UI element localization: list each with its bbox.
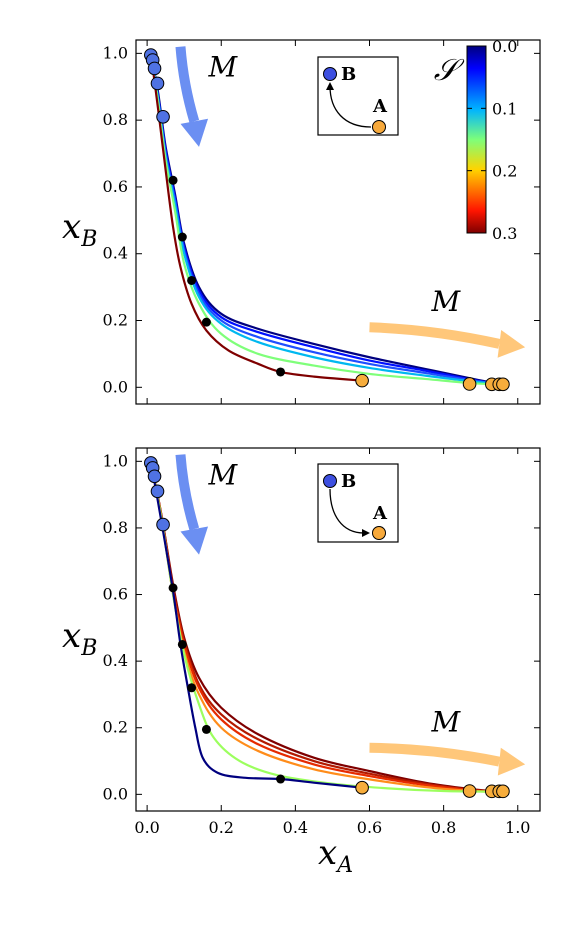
top-ytick-label-5: 1.0 [103,43,128,62]
bottom-xtick-label-5: 1.0 [505,818,530,837]
bottom-orange-marker-1 [462,784,477,798]
top-inset-b-dot [323,67,337,81]
top-blue-marker-2 [147,61,162,76]
bottom-xtick-label-3: 0.6 [357,818,382,837]
bottom-xtick-label-0: 0.0 [134,818,159,837]
bottom-arrow-label-0: M [207,459,238,492]
bottom-arrow-body-1 [369,742,501,767]
bottom-inset-target-label: A [372,503,388,524]
top-ytick-label-2: 0.4 [103,244,128,263]
top-ylabel: xB [62,207,97,252]
bottom-xlabel: xA [318,833,353,878]
top-ytick-label-0: 0.0 [103,377,128,396]
bottom-xtick-label-4: 0.8 [431,818,456,837]
bottom-xtick-label-2: 0.4 [283,818,308,837]
bottom-ytick-label-3: 0.6 [103,585,128,604]
bottom-marker-layer [144,456,510,799]
top-arrow-label-1: M [431,285,462,318]
colorbar-gradient [466,45,487,234]
colorbar-tick-label-0: 0.0 [492,37,517,56]
top-arrow-layer: MM [175,46,526,358]
top-orange-marker-0 [355,373,369,388]
top-series-layer [149,53,500,386]
top-black-marker-1 [177,232,187,242]
bottom-black-marker-3 [201,724,211,734]
bottom-inset-b-dot [323,474,337,488]
top-inset-arrowhead [326,82,334,90]
top-black-marker-4 [276,367,286,377]
bottom-black-marker-1 [177,639,187,649]
bottom-arrow-label-1: M [431,706,462,739]
bottom-ytick-label-4: 0.8 [103,518,128,537]
top-orange-marker-4 [496,377,510,392]
top-ytick-label-3: 0.6 [103,177,128,196]
top-black-marker-3 [201,317,211,327]
bottom-black-marker-4 [276,774,286,784]
top-inset-target-label: B [341,64,356,85]
bottom-panel: MM 0.0 0.2 0.4 0.6 0.8 1.00.00.20.40.60.81.0 … [62,447,541,878]
top-inset-arrow [329,85,372,128]
top-inset-a-dot [372,120,386,134]
top-axes-frame [135,39,541,405]
top-marker-layer [144,48,510,392]
bottom-ytick-label-1: 0.2 [103,718,128,737]
bottom-ytick-label-5: 1.0 [103,451,128,470]
top-arrow-head-1 [497,330,526,358]
bottom-blue-marker-3 [150,484,165,499]
colorbar-tick-label-2: 0.2 [492,162,517,181]
bottom-black-marker-0 [168,583,178,593]
top-tick-layer: 0.0 0.2 0.4 0.6 0.8 1.0 [103,40,540,404]
bottom-arrow-layer: MM [175,454,526,776]
bottom-orange-marker-0 [355,780,369,795]
colorbar-title: 𝒮 [434,53,465,88]
bottom-inset-a-dot [372,526,386,540]
colorbar: 𝒮 0.0 0.1 0.2 0.3 [434,37,518,243]
top-inset: B A [317,56,399,136]
bottom-ylabel: xB [62,616,97,661]
top-black-marker-2 [187,275,197,285]
top-blue-marker-3 [150,76,165,91]
bottom-inset-arrowhead [362,529,370,537]
top-orange-marker-1 [462,377,477,391]
bottom-series-layer [149,461,500,793]
top-arrow-body-0 [175,46,200,123]
top-ytick-label-4: 0.8 [103,110,128,129]
colorbar-tick-label-1: 0.1 [492,99,517,118]
top-panel: MM 0.00.20.40.60.81.0 xB B A 𝒮 0.00.10.2… [62,37,541,405]
bottom-orange-marker-4 [496,784,510,799]
top-ytick-label-1: 0.2 [103,311,128,330]
colorbar-tick-label-3: 0.3 [492,224,517,243]
top-arrow-body-1 [369,322,501,349]
bottom-arrow-head-0 [180,526,209,555]
top-arrow-head-0 [180,118,209,147]
colorbar-ticks: 0.0 0.1 0.2 0.3 [467,37,517,243]
bottom-black-marker-2 [187,683,197,693]
top-series-line-4 [149,53,500,386]
bottom-blue-marker-4 [156,517,170,532]
bottom-xtick-label-1: 0.2 [209,818,234,837]
bottom-inset: B A [317,463,399,543]
bottom-tick-layer: 0.0 0.2 0.4 0.6 0.8 1.0 0.0 0.2 0.4 0.6 0.8 1.0 [103,448,540,837]
bottom-ytick-label-0: 0.0 [103,784,128,803]
bottom-axes-frame [135,447,541,812]
bottom-inset-source-label: B [341,471,356,492]
top-arrow-label-0: M [207,51,238,84]
bottom-arrow-head-1 [497,747,526,776]
top-inset-source-label: A [372,96,388,117]
bottom-ytick-label-2: 0.4 [103,651,128,670]
bottom-inset-arrow [329,488,365,534]
top-blue-marker-4 [156,110,170,124]
bottom-blue-marker-2 [147,469,162,484]
top-black-marker-0 [168,175,178,185]
bottom-arrow-body-0 [175,454,200,531]
